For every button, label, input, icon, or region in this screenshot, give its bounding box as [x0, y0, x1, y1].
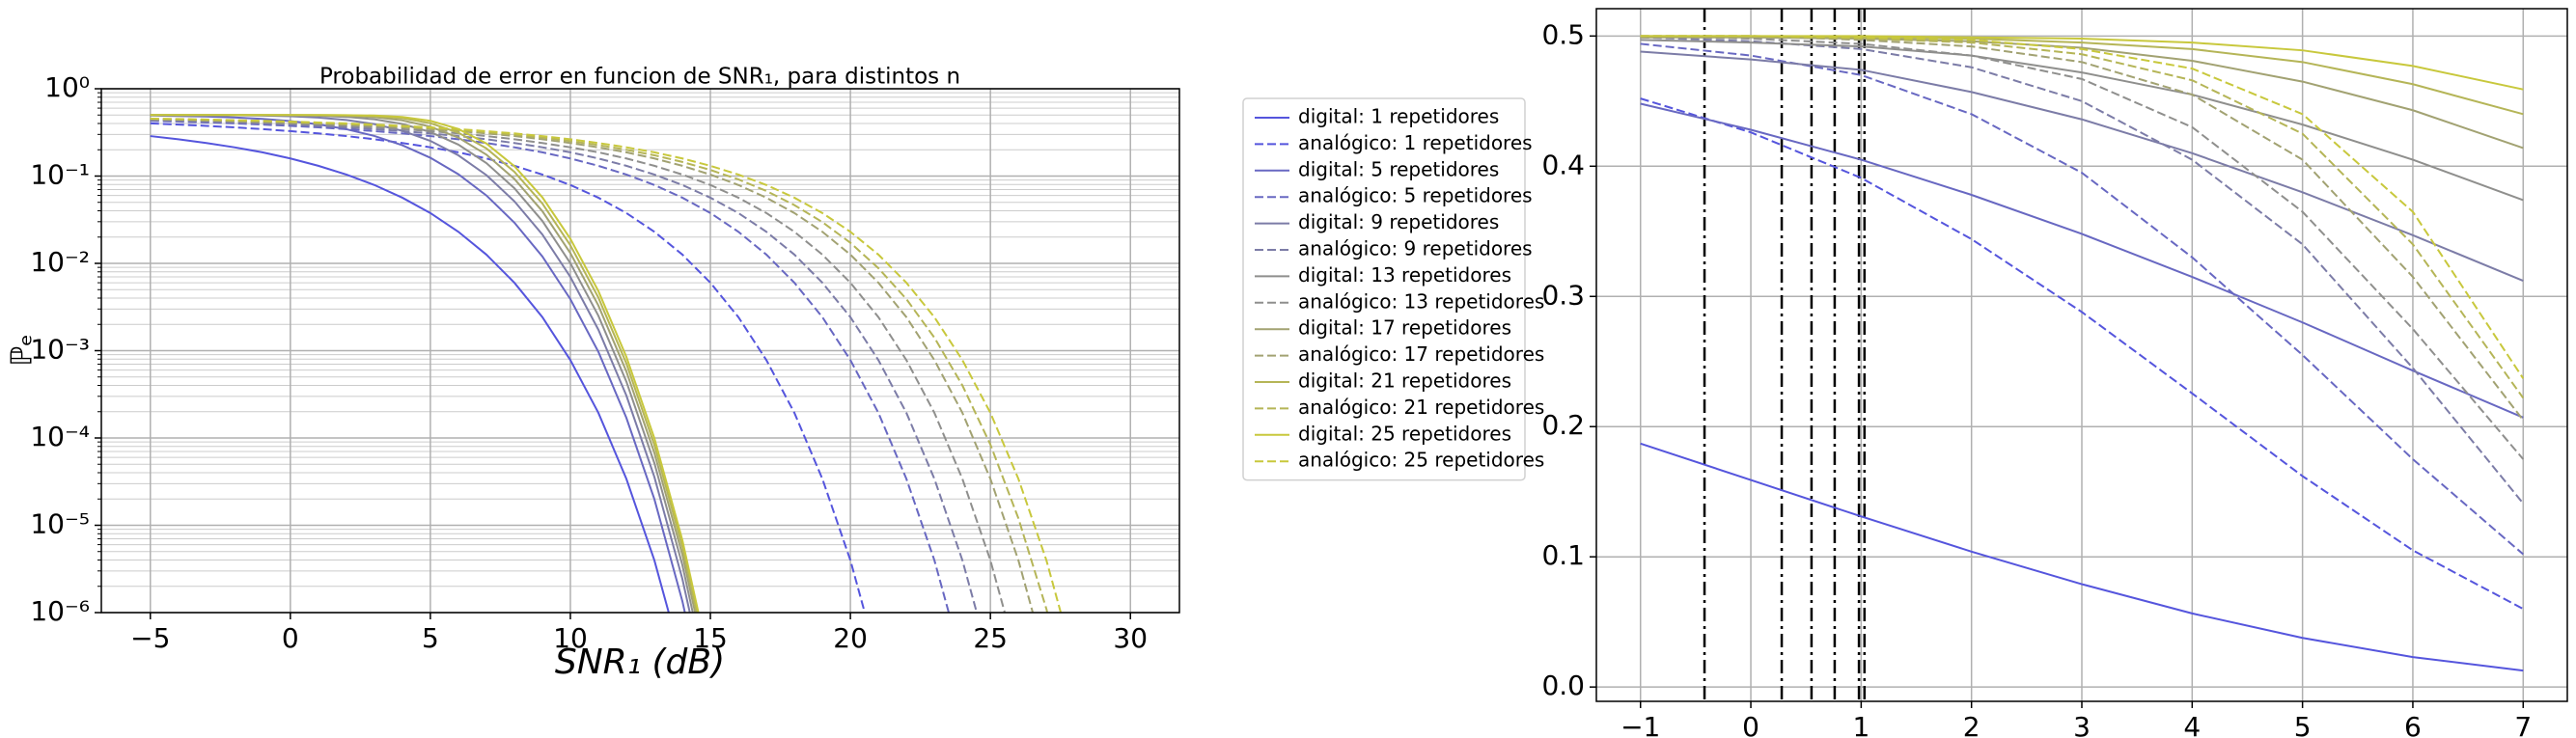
legend-label: digital: 25 repetidores [1298, 422, 1511, 445]
x-tick-label: 2 [1963, 711, 1980, 738]
plot-frame [100, 88, 1180, 614]
legend-label: analógico: 21 repetidores [1298, 396, 1544, 419]
series-line [1640, 35, 2525, 399]
legend-label: digital: 21 repetidores [1298, 369, 1511, 393]
x-tick-label: 1 [1852, 711, 1870, 738]
x-tick-label: 10 [553, 622, 588, 654]
series-line [150, 117, 1063, 613]
series-line [1640, 42, 2524, 556]
x-tick-label: 0 [282, 622, 299, 654]
legend-label: digital: 5 repetidores [1298, 157, 1499, 180]
series-line [150, 120, 951, 613]
legend-box [1242, 97, 1526, 481]
legend-label: analógico: 5 repetidores [1298, 184, 1533, 207]
legend-label: analógico: 9 repetidores [1298, 237, 1533, 260]
y-tick-label: 0.2 [1541, 409, 1585, 441]
y-tick-label: 10⁻⁵ [30, 508, 90, 540]
legend-label: digital: 13 repetidores [1298, 263, 1511, 287]
y-tick-label: 10⁻⁴ [30, 421, 90, 452]
series-line [1640, 35, 2525, 460]
series-line [1640, 35, 2524, 91]
series-line [1640, 442, 2524, 672]
legend-label: digital: 17 repetidores [1298, 316, 1511, 340]
y-tick-label: 10⁻⁶ [30, 595, 90, 627]
x-tick-label: 6 [2404, 711, 2422, 738]
series-line [1640, 35, 2525, 379]
y-axis-label: ℙₑ [6, 334, 40, 367]
x-tick-label: 15 [693, 622, 728, 654]
x-tick-label: 5 [422, 622, 439, 654]
series-line [150, 118, 1035, 613]
series-line [150, 118, 1007, 613]
legend-label: analógico: 25 repetidores [1298, 449, 1544, 472]
y-tick-label: 10⁻³ [30, 334, 90, 366]
x-tick-label: −5 [130, 622, 170, 654]
legend-label: analógico: 1 repetidores [1298, 131, 1533, 154]
x-tick-label: 25 [973, 622, 1008, 654]
legend-label: digital: 9 repetidores [1298, 210, 1499, 233]
x-tick-label: 4 [2183, 711, 2201, 738]
y-tick-label: 10⁻¹ [30, 159, 90, 191]
y-tick-label: 10⁻² [30, 246, 90, 278]
series-line [150, 114, 686, 613]
x-tick-label: 5 [2294, 711, 2312, 738]
x-axis-label: SNR₁ (dB) [555, 642, 725, 682]
series-line [1640, 39, 2524, 202]
legend-label: analógico: 17 repetidores [1298, 342, 1544, 366]
series-line [150, 114, 700, 613]
series-line [1640, 36, 2525, 505]
series-line [150, 135, 670, 613]
x-tick-label: 30 [1113, 622, 1148, 654]
legend-label: analógico: 13 repetidores [1298, 289, 1544, 313]
series-line [1640, 36, 2524, 150]
series-line [1640, 102, 2524, 419]
series-line [150, 119, 979, 613]
series-line [1640, 50, 2524, 282]
y-tick-label: 0.1 [1541, 539, 1585, 571]
x-tick-label: −1 [1620, 711, 1660, 738]
x-tick-label: 0 [1742, 711, 1759, 738]
y-tick-label: 0.3 [1541, 279, 1585, 311]
chart-title: Probabilidad de error en funcion de SNR₁… [319, 65, 960, 90]
series-line [150, 122, 867, 613]
series-line [1640, 35, 2525, 422]
x-tick-label: 3 [2073, 711, 2091, 738]
legend-label: digital: 1 repetidores [1298, 105, 1499, 128]
x-tick-label: 20 [833, 622, 868, 654]
y-tick-label: 0.4 [1541, 149, 1585, 180]
y-tick-label: 0.0 [1541, 670, 1585, 701]
plot-frame [1595, 8, 2568, 702]
y-tick-label: 0.5 [1541, 18, 1585, 50]
x-tick-label: 7 [2514, 711, 2532, 738]
series-line [1640, 97, 2524, 611]
y-tick-label: 10⁰ [44, 71, 90, 103]
